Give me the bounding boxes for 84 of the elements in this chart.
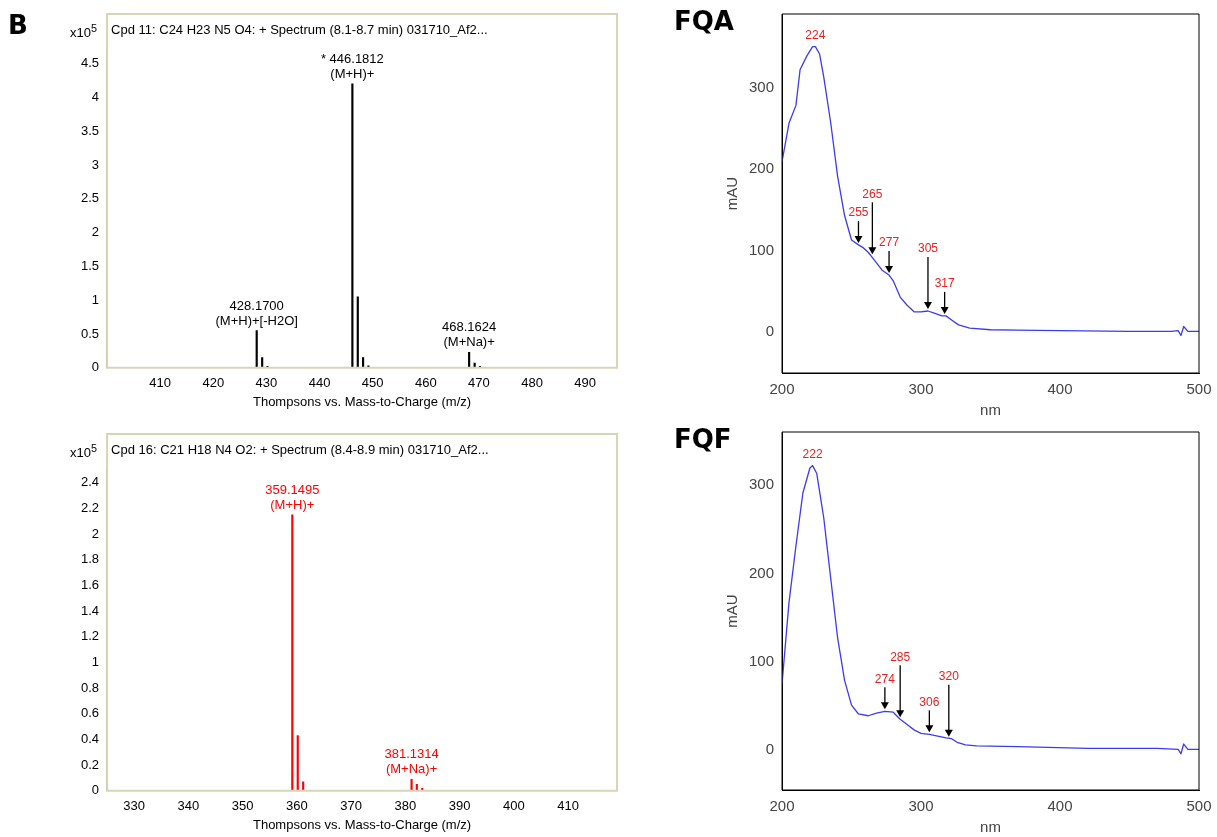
annotation: 320 (938, 669, 960, 684)
annotation: 224 (805, 27, 826, 42)
annotation: 306 (919, 694, 940, 709)
x-tick-label: 490 (574, 375, 596, 391)
chart-title: Cpd 11: C24 H23 N5 O4: + Spectrum (8.1-8.7 min) 031710_Af2... (111, 21, 488, 37)
y-tick-label: 300 (749, 77, 775, 95)
x-tick-label: 460 (414, 375, 437, 391)
y-axis-title: x10$^{5}$ (70, 22, 97, 41)
x-tick-label: 480 (521, 375, 543, 391)
chart-title: Cpd 16: C21 H18 N4 O2: + Spectrum (8.4-8.9 min) 031710_Af2... (111, 441, 489, 457)
y-tick-label: 2.4 (80, 474, 100, 490)
annotation: 274 (874, 671, 896, 686)
y-tick-label: 100 (749, 240, 775, 258)
annotation: * 446.1812 (M+H)+ (320, 50, 384, 81)
x-tick-label: 470 (468, 375, 490, 391)
y-tick-label: 3 (91, 156, 100, 172)
y-tick-label: 2.5 (80, 190, 100, 206)
x-axis-title: Thompsons vs. Mass-to-Charge (m/z) (252, 816, 472, 832)
text: B (8, 10, 28, 40)
y-tick-label: 1.5 (80, 257, 100, 273)
x-tick-label: 340 (177, 798, 200, 814)
y-tick-label: 2 (91, 224, 100, 240)
y-tick-label: 0 (765, 740, 775, 758)
y-tick-label: 0.6 (80, 705, 100, 721)
chart-title: FQF (674, 423, 732, 454)
y-axis-title: x10$^{5}$ (70, 442, 97, 461)
x-tick-label: 500 (1186, 380, 1212, 398)
annotation: 381.1314 (M+Na)+ (384, 746, 439, 777)
annotation: 317 (934, 276, 955, 291)
annotation: 428.1700 (M+H)+[-H2O] (215, 297, 298, 328)
x-axis-title: nm (980, 401, 1001, 419)
y-tick-label: 100 (749, 651, 775, 669)
x-tick-label: 500 (1186, 797, 1212, 815)
annotation: 305 (917, 241, 939, 256)
annotation: 285 (890, 649, 911, 664)
y-tick-label: 4.5 (80, 55, 100, 71)
chart-title: FQA (674, 5, 734, 36)
annotation: 277 (879, 235, 900, 250)
x-tick-label: 440 (308, 375, 331, 391)
annotation: 359.1495 (M+H)+ (265, 481, 320, 512)
x-tick-label: 400 (503, 798, 525, 814)
x-tick-label: 300 (908, 380, 934, 398)
y-tick-label: 0.8 (80, 679, 100, 695)
x-tick-label: 410 (557, 798, 580, 814)
x-tick-label: 410 (149, 375, 172, 391)
y-tick-label: 1.2 (80, 628, 100, 644)
annotation: 265 (862, 186, 883, 201)
y-tick-label: 4 (91, 88, 100, 104)
y-axis-title: mAU (723, 176, 741, 211)
x-tick-label: 380 (394, 798, 417, 814)
x-tick-label: 420 (202, 375, 225, 391)
y-tick-label: 1.4 (80, 602, 100, 618)
y-tick-label: 1 (91, 654, 100, 670)
x-tick-label: 400 (1047, 380, 1073, 398)
y-tick-label: 3.5 (80, 122, 100, 138)
y-tick-label: 1 (91, 291, 100, 307)
y-tick-label: 2 (91, 525, 100, 541)
y-tick-label: 2.2 (80, 500, 100, 516)
x-tick-label: 300 (908, 797, 934, 815)
x-tick-label: 430 (255, 375, 278, 391)
annotation: 222 (802, 446, 823, 461)
y-tick-label: 0.5 (80, 325, 100, 341)
x-axis-title: nm (980, 818, 1001, 836)
x-tick-label: 390 (448, 798, 471, 814)
x-tick-label: 400 (1047, 797, 1073, 815)
y-tick-label: 0 (765, 322, 775, 340)
y-tick-label: 1.8 (80, 551, 100, 567)
y-tick-label: 0 (91, 782, 100, 798)
y-tick-label: 0 (91, 359, 100, 375)
x-tick-label: 450 (361, 375, 384, 391)
x-tick-label: 360 (286, 798, 308, 814)
y-tick-label: 200 (749, 159, 775, 177)
y-tick-label: 200 (749, 563, 775, 581)
x-tick-label: 330 (123, 798, 146, 814)
x-tick-label: 370 (340, 798, 363, 814)
annotation: 468.1624 (M+Na)+ (442, 319, 497, 350)
annotation: 255 (848, 205, 869, 220)
y-tick-label: 0.4 (80, 731, 100, 747)
y-tick-label: 300 (749, 475, 775, 493)
y-tick-label: 0.2 (80, 756, 100, 772)
x-axis-title: Thompsons vs. Mass-to-Charge (m/z) (252, 393, 472, 409)
y-tick-label: 1.6 (80, 577, 100, 593)
y-axis-title: mAU (723, 594, 741, 628)
x-tick-label: 350 (231, 798, 254, 814)
